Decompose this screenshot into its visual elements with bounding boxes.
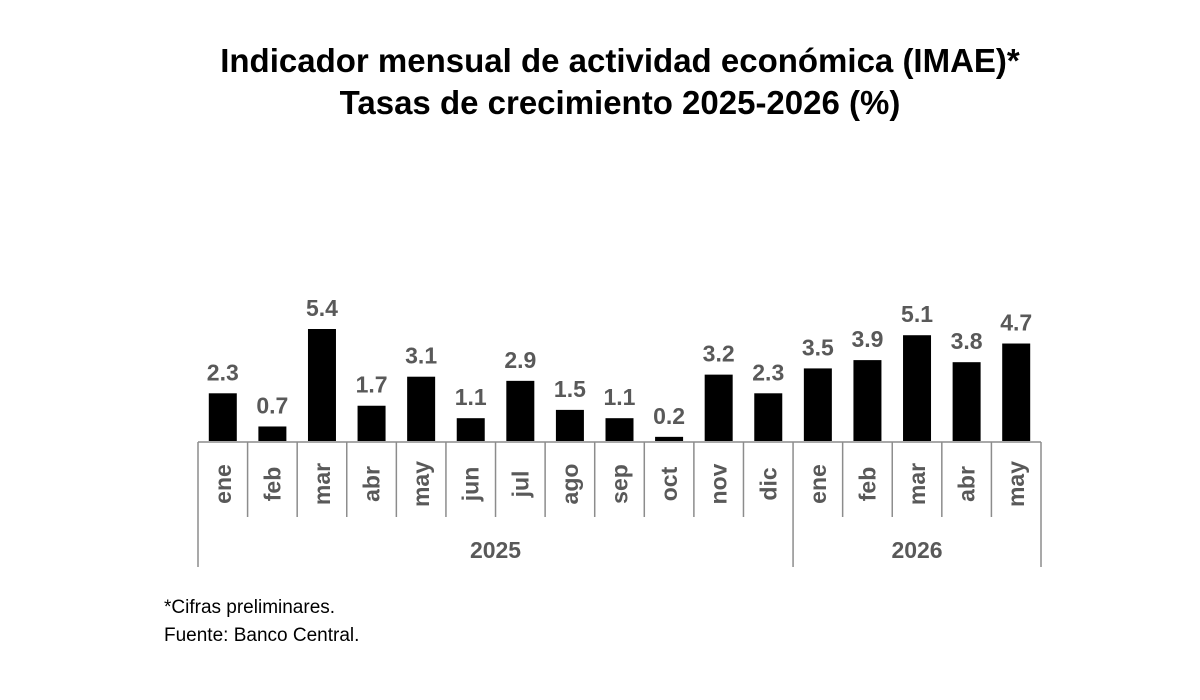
category-label: nov [706,463,732,504]
bar [704,374,733,441]
category-label: abr [359,466,385,502]
data-label: 2.3 [752,359,784,385]
category-label: abr [954,466,980,502]
data-label: 3.5 [802,334,834,360]
bar [853,360,882,441]
bar [605,418,634,441]
bar [208,393,237,441]
footnotes: *Cifras preliminares. Fuente: Banco Cent… [164,594,359,650]
data-label: 5.4 [306,295,338,321]
category-label: jul [507,471,533,499]
category-label: ene [805,464,831,504]
chart-title: Indicador mensual de actividad económica… [0,40,1200,124]
category-label: feb [259,467,285,502]
bar [903,335,932,441]
bar [258,426,287,441]
bar [506,380,535,441]
bar [407,376,436,441]
bar [307,329,336,441]
bar [357,405,386,441]
category-label: mar [904,463,930,505]
group-label: 2026 [891,537,942,563]
group-label: 2025 [470,537,521,563]
bar [754,393,783,441]
category-label: oct [656,466,682,501]
category-label: jun [458,467,484,503]
category-label: feb [854,467,880,502]
footnote-source: Fuente: Banco Central. [164,625,360,646]
data-label: 3.2 [703,341,735,367]
bar [803,368,832,441]
bar [555,409,584,441]
footnote-preliminary: *Cifras preliminares. [164,597,336,618]
data-label: 5.1 [901,301,933,327]
data-label: 2.9 [504,347,536,373]
data-label: 3.9 [851,326,883,352]
chart-title-line-1: Indicador mensual de actividad económica… [220,42,1020,79]
data-label: 3.1 [405,343,437,369]
data-label: 1.5 [554,376,586,402]
data-label: 0.7 [256,392,288,418]
data-label: 1.1 [604,384,636,410]
category-label: dic [755,467,781,500]
category-label: sep [607,464,633,504]
chart-title-line-2: Tasas de crecimiento 2025-2026 (%) [339,84,901,121]
data-label: 2.3 [207,359,239,385]
data-label: 4.7 [1000,310,1032,336]
category-label: ago [557,464,583,505]
data-label: 1.7 [356,372,388,398]
category-label: ene [210,464,236,504]
category-label: may [1003,461,1029,507]
category-label: may [408,461,434,507]
bar [456,418,485,441]
bar [952,362,981,441]
bar [655,436,684,441]
data-label: 3.8 [951,328,983,354]
data-label: 0.2 [653,403,685,429]
category-label: mar [309,463,335,505]
bar [1002,343,1031,441]
data-label: 1.1 [455,384,487,410]
